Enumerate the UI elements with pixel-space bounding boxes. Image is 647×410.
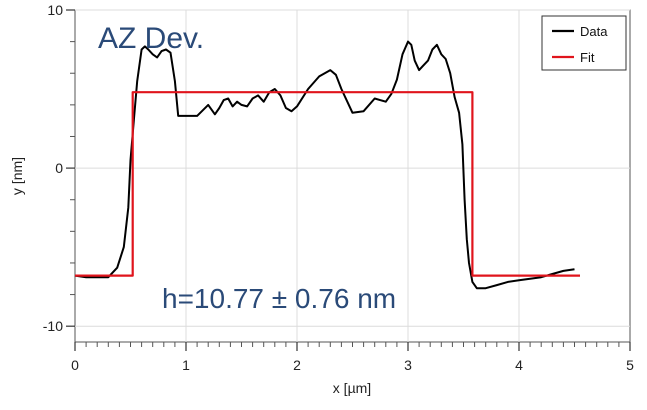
x-axis-label: x [µm] [333, 380, 371, 396]
fit-series-line [75, 91, 580, 277]
legend-box [541, 15, 627, 71]
legend: Data Fit [541, 15, 627, 71]
x-tick-label: 5 [626, 357, 634, 373]
legend-label-data: Data [580, 24, 608, 39]
series-lines [74, 40, 580, 290]
plot-frame [74, 9, 631, 343]
y-tick-label: 10 [47, 2, 63, 18]
minor-ticks [70, 41, 620, 347]
x-tick-label: 4 [515, 357, 523, 373]
legend-label-fit: Fit [580, 50, 595, 65]
axis-ticks: 0 1 2 3 4 5 -10 0 10 [43, 2, 634, 373]
grid-lines [75, 9, 630, 342]
y-axis-label: y [nm] [9, 157, 25, 195]
y-tick-label: -10 [43, 318, 63, 334]
x-tick-label: 0 [71, 357, 79, 373]
x-tick-label: 3 [404, 357, 412, 373]
y-tick-label: 0 [55, 160, 63, 176]
x-tick-label: 1 [182, 357, 190, 373]
annotation-title: AZ Dev. [98, 22, 204, 55]
annotation-height: h=10.77 ± 0.76 nm [162, 283, 396, 314]
data-series-line [74, 40, 575, 290]
x-tick-label: 2 [293, 357, 301, 373]
